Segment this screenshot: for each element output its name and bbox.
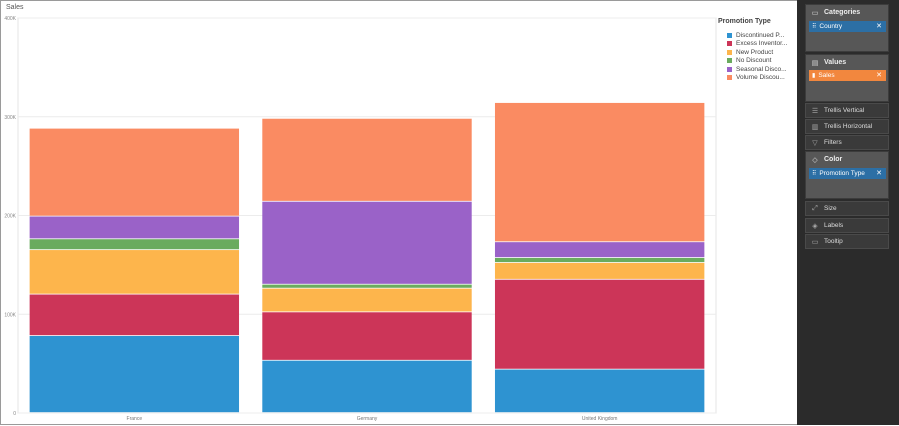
tooltip-label: Tooltip [824,238,843,245]
y-tick-label: 300K [4,115,16,121]
legend: Promotion Type Discontinued P... Excess I… [718,18,796,82]
labels-row[interactable]: ◈ Labels [805,218,889,233]
x-tick-label: United Kingdom [582,416,618,422]
legend-label: Volume Discou... [736,74,785,81]
bar-segment[interactable] [495,103,704,241]
legend-label: Discontinued P... [736,32,784,39]
y-tick-label: 200K [4,214,16,220]
tooltip-icon: ▭ [810,238,820,246]
size-row[interactable]: ⤢ Size [805,201,889,216]
legend-swatch [727,67,732,72]
drag-handle-icon[interactable]: ⠿ [812,23,816,30]
size-label: Size [824,205,837,212]
bar-segment[interactable] [495,242,704,257]
bar-segment[interactable] [262,289,471,312]
legend-title: Promotion Type [718,18,796,25]
trellis-horizontal-icon: ▥ [810,123,820,131]
legend-item[interactable]: Excess Inventor... [718,40,796,49]
sales-pill-label: Sales [818,72,834,79]
bar-segment[interactable] [262,202,471,284]
filter-icon: ▽ [810,139,820,147]
color-icon: ◇ [810,156,820,164]
legend-item[interactable]: Seasonal Disco... [718,65,796,74]
trellis-horizontal-label: Trellis Horizontal [824,123,872,130]
bar-segment[interactable] [262,285,471,288]
filters-label: Filters [824,139,842,146]
drag-handle-icon[interactable]: ⠿ [812,170,816,177]
bar-segment[interactable] [30,336,239,412]
promotion-type-pill-label: Promotion Type [819,170,864,177]
sales-pill[interactable]: ▮ Sales ✕ [809,70,886,81]
color-label: Color [824,156,842,163]
legend-item[interactable]: Discontinued P... [718,31,796,40]
stacked-bar-chart: 0 100K 200K 300K 400K France Germany United Kin… [1,1,798,426]
y-tick-label: 0 [13,411,16,417]
bar-segment[interactable] [262,312,471,360]
bar-segment[interactable] [495,280,704,369]
bar-segment[interactable] [262,119,471,201]
remove-promotion-type-icon[interactable]: ✕ [876,169,882,177]
values-label: Values [824,59,846,66]
x-tick-label: France [127,416,143,422]
labels-icon: ◈ [810,222,820,230]
legend-swatch [727,58,732,63]
legend-item[interactable]: Volume Discou... [718,74,796,83]
trellis-horizontal-row[interactable]: ▥ Trellis Horizontal [805,119,889,134]
trellis-vertical-label: Trellis Vertical [824,107,864,114]
remove-sales-icon[interactable]: ✕ [876,71,882,79]
tooltip-row[interactable]: ▭ Tooltip [805,234,889,249]
remove-country-icon[interactable]: ✕ [876,22,882,30]
legend-label: Excess Inventor... [736,40,787,47]
bar-segment[interactable] [30,239,239,249]
legend-swatch [727,33,732,38]
bar-segment[interactable] [30,216,239,238]
country-pill-label: Country [819,23,842,30]
categories-label: Categories [824,9,860,16]
bar-segment[interactable] [30,295,239,336]
legend-item[interactable]: New Product [718,48,796,57]
bar-segment[interactable] [495,258,704,262]
x-tick-label: Germany [357,416,378,422]
y-tick-label: 400K [4,16,16,22]
country-pill[interactable]: ⠿ Country ✕ [809,21,886,32]
legend-swatch [727,75,732,80]
filters-row[interactable]: ▽ Filters [805,135,889,150]
chart-title: Sales [6,4,24,11]
bar-segment[interactable] [262,361,471,413]
bar-segment[interactable] [30,250,239,294]
bar-segment[interactable] [495,370,704,413]
legend-label: New Product [736,49,773,56]
chart-area: 0 100K 200K 300K 400K France Germany United Kin… [0,0,797,425]
y-tick-label: 100K [4,312,16,318]
promotion-type-pill[interactable]: ⠿ Promotion Type ✕ [809,168,886,179]
legend-label: No Discount [736,57,771,64]
labels-label: Labels [824,222,843,229]
bar-measure-icon[interactable]: ▮ [812,72,815,79]
legend-item[interactable]: No Discount [718,57,796,66]
field-panel: ▭ Categories ⠿ Country ✕ ▤ Values ▮ Sales … [797,0,899,425]
legend-swatch [727,50,732,55]
values-section[interactable]: ▤ Values ▮ Sales ✕ [805,54,889,102]
color-section[interactable]: ◇ Color ⠿ Promotion Type ✕ [805,151,889,199]
categories-icon: ▭ [810,9,820,17]
values-icon: ▤ [810,59,820,67]
legend-swatch [727,41,732,46]
size-icon: ⤢ [810,205,820,213]
bar-segment[interactable] [495,263,704,279]
bar-segment[interactable] [30,129,239,216]
trellis-vertical-row[interactable]: ☰ Trellis Vertical [805,103,889,118]
trellis-vertical-icon: ☰ [810,107,820,115]
categories-section[interactable]: ▭ Categories ⠿ Country ✕ [805,4,889,52]
legend-label: Seasonal Disco... [736,66,787,73]
